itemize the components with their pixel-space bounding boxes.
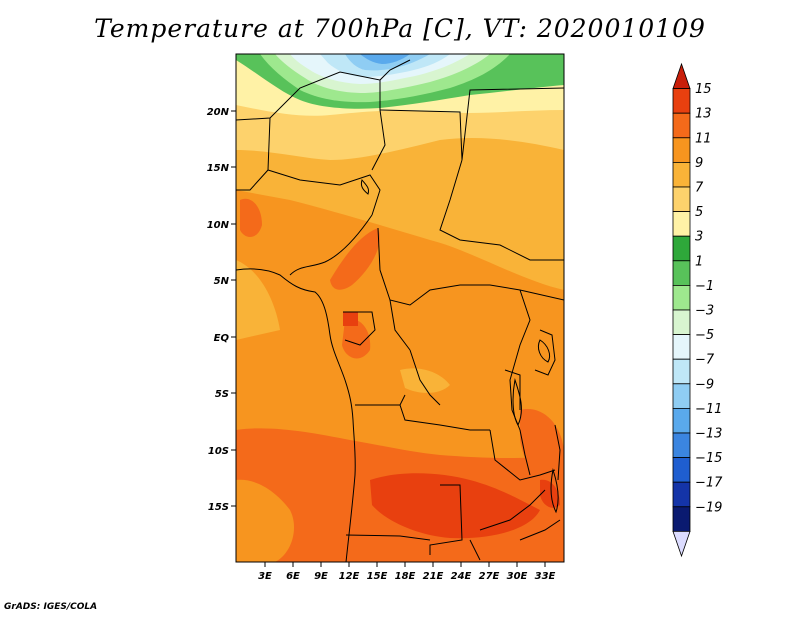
cool-patch-1	[400, 368, 450, 393]
cool-patch-sw	[236, 479, 295, 562]
colorbar-boxes	[672, 62, 691, 558]
colorbar-label: 11	[695, 131, 712, 146]
colorbar-swatch	[672, 531, 691, 558]
colorbar-swatch	[672, 407, 691, 434]
lon-label: 18E	[395, 571, 416, 582]
lon-label: 3E	[258, 571, 272, 582]
lat-label: 5S	[215, 389, 229, 400]
colorbar-swatch	[672, 137, 691, 163]
colorbar-label: 15	[695, 82, 712, 97]
colorbar-swatch	[672, 260, 691, 286]
map-title: Temperature at 700hPa [C], VT: 202001010…	[94, 14, 706, 43]
lat-label: 10N	[207, 220, 230, 231]
lon-label: 33E	[535, 571, 556, 582]
warm-patch-1	[330, 228, 380, 290]
warm-patch-east	[520, 409, 564, 500]
colorbar-swatch	[672, 309, 691, 336]
lat-label: 15S	[208, 502, 229, 513]
colorbar-label: −11	[695, 402, 722, 417]
lon-label: 30E	[507, 571, 528, 582]
colorbar-swatch	[672, 506, 691, 532]
colorbar-swatch	[672, 334, 691, 360]
colorbar-label: 5	[695, 205, 703, 220]
colorbar-label: 1	[695, 254, 703, 269]
colorbar-label: −7	[695, 353, 715, 368]
temperature-map	[236, 54, 564, 562]
hot-core-eqg	[343, 312, 358, 326]
hot-core-east	[540, 479, 560, 508]
colorbar-label: 13	[695, 107, 712, 122]
lon-label: 9E	[314, 571, 328, 582]
colorbar-swatch	[672, 432, 691, 459]
lon-label: 12E	[339, 571, 360, 582]
colorbar-labels: 15 13 11 9 7 5 3 1 −1 −3 −5 −7 −9 −11 −13 −15 −17 −19	[695, 82, 723, 515]
colorbar-swatch	[672, 457, 691, 483]
lon-label: 6E	[286, 571, 300, 582]
colorbar-label: −3	[695, 304, 714, 319]
colorbar-label: −13	[695, 427, 722, 442]
colorbar-label: 9	[695, 156, 703, 171]
colorbar-swatch	[672, 235, 691, 262]
colorbar-label: 3	[695, 230, 703, 245]
colorbar-label: −9	[695, 377, 714, 392]
lon-label: 24E	[451, 571, 472, 582]
colorbar-label: −17	[695, 476, 723, 491]
lat-label: 15N	[207, 163, 230, 174]
lon-label: 15E	[367, 571, 388, 582]
lat-label: EQ	[214, 333, 230, 344]
colorbar-swatch	[672, 88, 691, 114]
warm-patch-west	[240, 198, 262, 237]
colorbar-swatch	[672, 161, 691, 188]
map-frame	[235, 53, 565, 563]
colorbar-swatch	[672, 186, 691, 213]
lat-label: 20N	[207, 107, 230, 118]
lat-label: 10S	[208, 446, 229, 457]
field-neg11-neg9	[360, 54, 410, 64]
lat-axis: 20N 15N 10N 5N EQ 5S 10S 15S	[207, 107, 236, 513]
lon-label: 21E	[423, 571, 444, 582]
colorbar-swatch	[672, 358, 691, 385]
hot-core-south	[370, 473, 540, 539]
colorbar-label: −19	[695, 500, 722, 515]
colorbar-swatch	[672, 383, 691, 409]
warm-patch-gabon	[342, 319, 371, 359]
colorbar-label: −15	[695, 451, 722, 466]
field-7-9-west	[236, 260, 280, 340]
lat-label: 5N	[214, 276, 230, 287]
colorbar-swatch	[672, 112, 691, 139]
colorbar-label: −5	[695, 328, 714, 343]
lon-axis: 3E 6E 9E 12E 15E 18E 21E 24E 27E 30E 33E	[258, 562, 556, 582]
colorbar-swatch	[672, 62, 691, 89]
credit-text: GrADS: IGES/COLA	[4, 602, 98, 612]
colorbar-swatch	[672, 211, 691, 237]
colorbar-label: −1	[695, 279, 714, 294]
cool-patch-2	[520, 218, 558, 253]
colorbar-swatch	[672, 284, 691, 311]
lon-label: 27E	[479, 571, 500, 582]
colorbar-label: 7	[695, 181, 704, 196]
colorbar-swatch	[672, 481, 691, 508]
country-borders	[236, 59, 564, 562]
colorbar: 15 13 11 9 7 5 3 1 −1 −3 −5 −7 −9 −11 −13 −15 −17 −19	[672, 62, 723, 558]
